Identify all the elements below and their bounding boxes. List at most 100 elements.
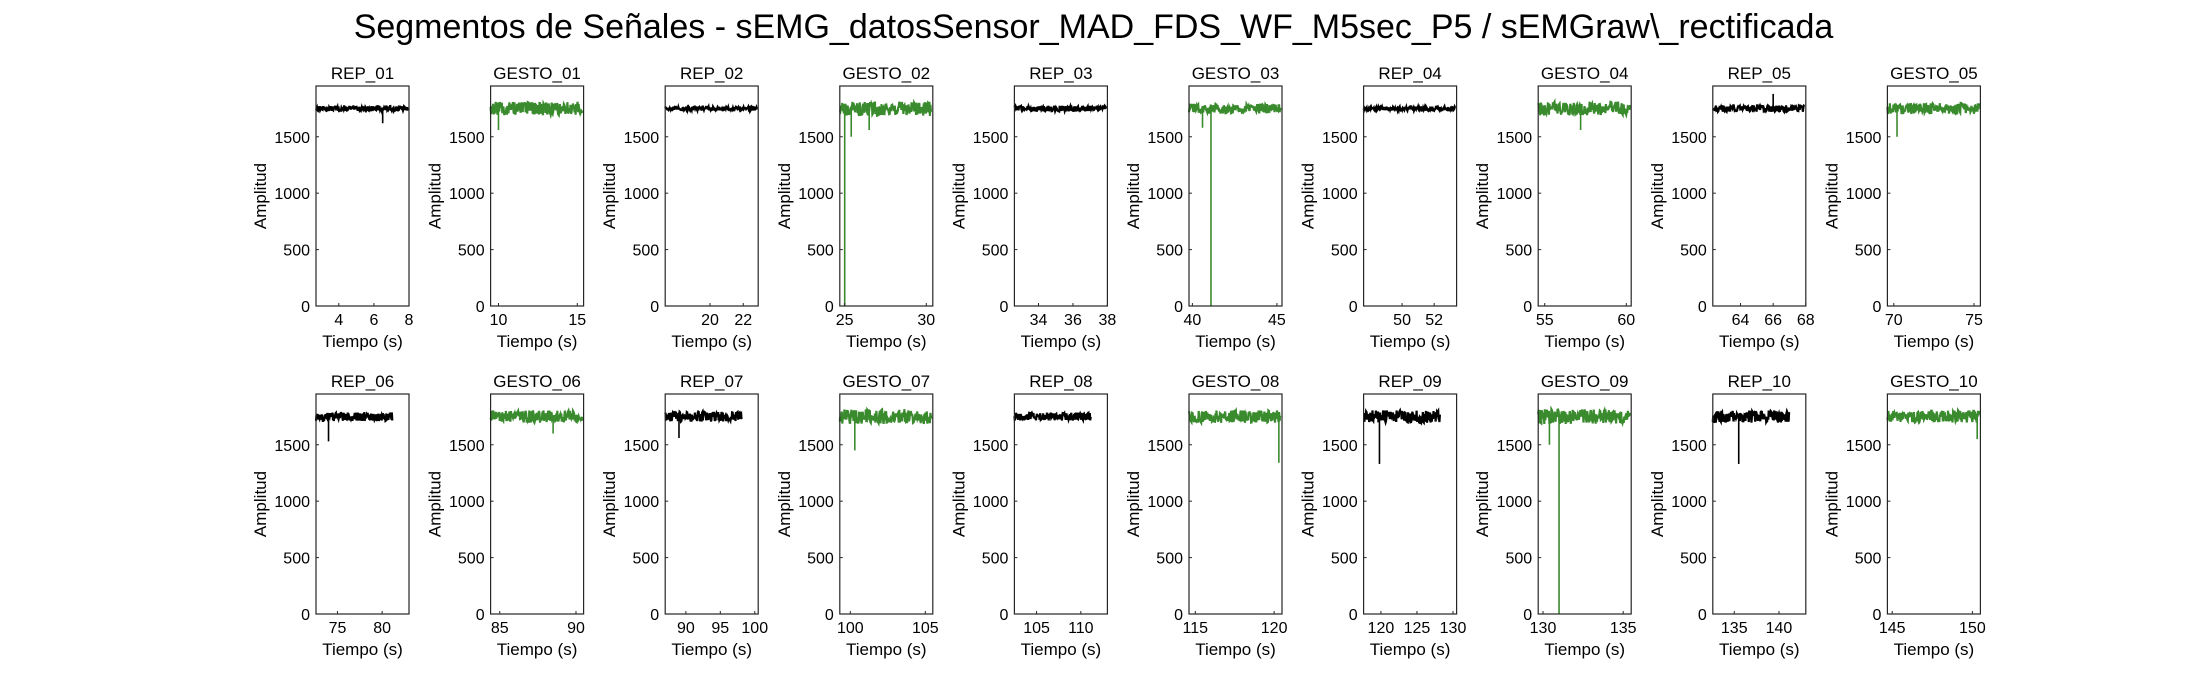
subplot-gesto-08: 0 500 1000 1500 115 120 GESTO_08 Tiempo (s) Ampl… xyxy=(1124,372,1288,659)
subplot-rep-08: 0 500 1000 1500 105 110 REP_08 Tiempo (s) Amplit… xyxy=(949,372,1109,659)
axes-box xyxy=(1362,393,1458,615)
subplot-rep-07: 0 500 1000 1500 90 95 100 REP_07 Tiempo (s) Ampli… xyxy=(600,372,768,659)
x-tick-label: 66 xyxy=(1764,312,1782,329)
y-tick-label: 1500 xyxy=(973,438,1009,455)
subplot-title: GESTO_09 xyxy=(1541,372,1629,391)
x-tick-label: 64 xyxy=(1732,312,1750,329)
y-tick-label: 500 xyxy=(982,243,1009,260)
y-tick-label: 1000 xyxy=(274,494,310,511)
subplot-gesto-07: 0 500 1000 1500 100 105 GESTO_07 Tiempo (s) Ampl… xyxy=(775,372,939,659)
signal-trace xyxy=(1886,406,1981,426)
subplot-rep-10: 0 500 1000 1500 135 140 REP_10 Tiempo (s) Amplit… xyxy=(1648,372,1807,659)
y-tick-label: 0 xyxy=(999,607,1008,624)
x-axis-label: Tiempo (s) xyxy=(1195,332,1276,351)
x-tick-label: 130 xyxy=(1440,620,1467,637)
y-tick-label: 1000 xyxy=(1147,186,1183,203)
y-tick-label: 1500 xyxy=(1322,130,1358,147)
axes-box xyxy=(664,85,759,307)
y-tick-label: 1500 xyxy=(1147,438,1183,455)
subplot-title: GESTO_04 xyxy=(1541,64,1629,83)
subplot-rep-05: 0 500 1000 1500 64 66 68 REP_05 Tiempo (s) Amplit… xyxy=(1648,64,1815,351)
axes-box xyxy=(1013,393,1109,615)
y-tick-label: 0 xyxy=(1698,607,1707,624)
axes-box xyxy=(1013,85,1109,307)
y-axis-label: Amplitud xyxy=(949,163,968,229)
y-tick-label: 500 xyxy=(1505,243,1532,260)
y-tick-label: 1000 xyxy=(274,186,310,203)
x-tick-label: 38 xyxy=(1099,312,1117,329)
y-axis-label: Amplitud xyxy=(1822,471,1841,537)
y-tick-label: 1500 xyxy=(274,130,310,147)
y-tick-label: 0 xyxy=(476,607,485,624)
subplot-rep-02: 0 500 1000 1500 20 22 REP_02 Tiempo (s) Amplitud xyxy=(600,64,759,351)
x-tick-label: 125 xyxy=(1404,620,1431,637)
y-tick-label: 1000 xyxy=(1671,494,1707,511)
signal-trace xyxy=(1013,101,1108,116)
subplot-title: GESTO_01 xyxy=(493,64,581,83)
y-tick-label: 500 xyxy=(283,551,310,568)
y-tick-label: 0 xyxy=(650,607,659,624)
y-tick-label: 1500 xyxy=(1322,438,1358,455)
x-tick-label: 4 xyxy=(334,312,343,329)
y-tick-label: 500 xyxy=(1331,243,1358,260)
y-axis-label: Amplitud xyxy=(1648,163,1667,229)
y-tick-label: 0 xyxy=(1174,607,1183,624)
x-axis-label: Tiempo (s) xyxy=(1719,332,1800,351)
x-tick-label: 22 xyxy=(734,312,752,329)
y-tick-label: 500 xyxy=(458,551,485,568)
y-tick-label: 0 xyxy=(825,607,834,624)
axes-box xyxy=(1712,85,1807,307)
y-axis-label: Amplitud xyxy=(1299,163,1318,229)
y-tick-label: 1000 xyxy=(1497,186,1533,203)
subplot-title: GESTO_06 xyxy=(493,372,581,391)
y-tick-label: 500 xyxy=(1855,551,1882,568)
y-axis-label: Amplitud xyxy=(949,471,968,537)
x-axis-label: Tiempo (s) xyxy=(846,332,927,351)
y-axis-label: Amplitud xyxy=(775,471,794,537)
subplot-title: REP_07 xyxy=(680,372,743,391)
subplot-rep-04: 0 500 1000 1500 50 52 REP_04 Tiempo (s) Amplitud xyxy=(1299,64,1458,351)
x-tick-label: 100 xyxy=(837,620,864,637)
y-tick-label: 1500 xyxy=(449,438,485,455)
x-tick-label: 70 xyxy=(1885,312,1903,329)
signal-trace xyxy=(664,102,758,115)
x-tick-label: 95 xyxy=(711,620,729,637)
subplot-title: GESTO_10 xyxy=(1890,372,1978,391)
x-tick-label: 8 xyxy=(405,312,414,329)
subplot-title: REP_09 xyxy=(1378,372,1441,391)
y-tick-label: 1000 xyxy=(1147,494,1183,511)
axes-box xyxy=(490,393,585,615)
subplot-title: REP_03 xyxy=(1029,64,1092,83)
x-tick-label: 85 xyxy=(491,620,509,637)
axes-box xyxy=(1537,85,1632,307)
y-tick-label: 1000 xyxy=(624,186,660,203)
y-tick-label: 1500 xyxy=(798,438,834,455)
subplot-title: GESTO_05 xyxy=(1890,64,1978,83)
x-tick-label: 90 xyxy=(567,620,585,637)
x-axis-label: Tiempo (s) xyxy=(497,640,578,659)
y-tick-label: 500 xyxy=(1156,243,1183,260)
x-tick-label: 120 xyxy=(1368,620,1395,637)
x-axis-label: Tiempo (s) xyxy=(1894,640,1975,659)
y-axis-label: Amplitud xyxy=(775,163,794,229)
subplot-gesto-03: 0 500 1000 1500 40 45 GESTO_03 Tiempo (s) Amplit… xyxy=(1124,64,1286,351)
x-tick-label: 110 xyxy=(1068,620,1094,637)
y-tick-label: 0 xyxy=(1349,299,1358,316)
y-tick-label: 1500 xyxy=(1671,438,1707,455)
subplot-title: REP_04 xyxy=(1378,64,1441,83)
subplot-title: REP_05 xyxy=(1728,64,1791,83)
subplot-title: REP_01 xyxy=(331,64,394,83)
x-tick-label: 6 xyxy=(369,312,378,329)
x-tick-label: 115 xyxy=(1183,620,1209,637)
y-tick-label: 0 xyxy=(650,299,659,316)
x-tick-label: 60 xyxy=(1617,312,1635,329)
x-axis-label: Tiempo (s) xyxy=(1719,640,1800,659)
subplot-rep-09: 0 500 1000 1500 120 125 130 REP_09 Tiempo (s) Amp… xyxy=(1299,372,1467,659)
x-tick-label: 75 xyxy=(1965,312,1983,329)
y-axis-label: Amplitud xyxy=(1473,163,1492,229)
x-axis-label: Tiempo (s) xyxy=(322,640,403,659)
y-tick-label: 1000 xyxy=(449,186,485,203)
y-tick-label: 500 xyxy=(458,243,485,260)
subplot-title: GESTO_07 xyxy=(843,372,931,391)
y-tick-label: 1000 xyxy=(1671,186,1707,203)
